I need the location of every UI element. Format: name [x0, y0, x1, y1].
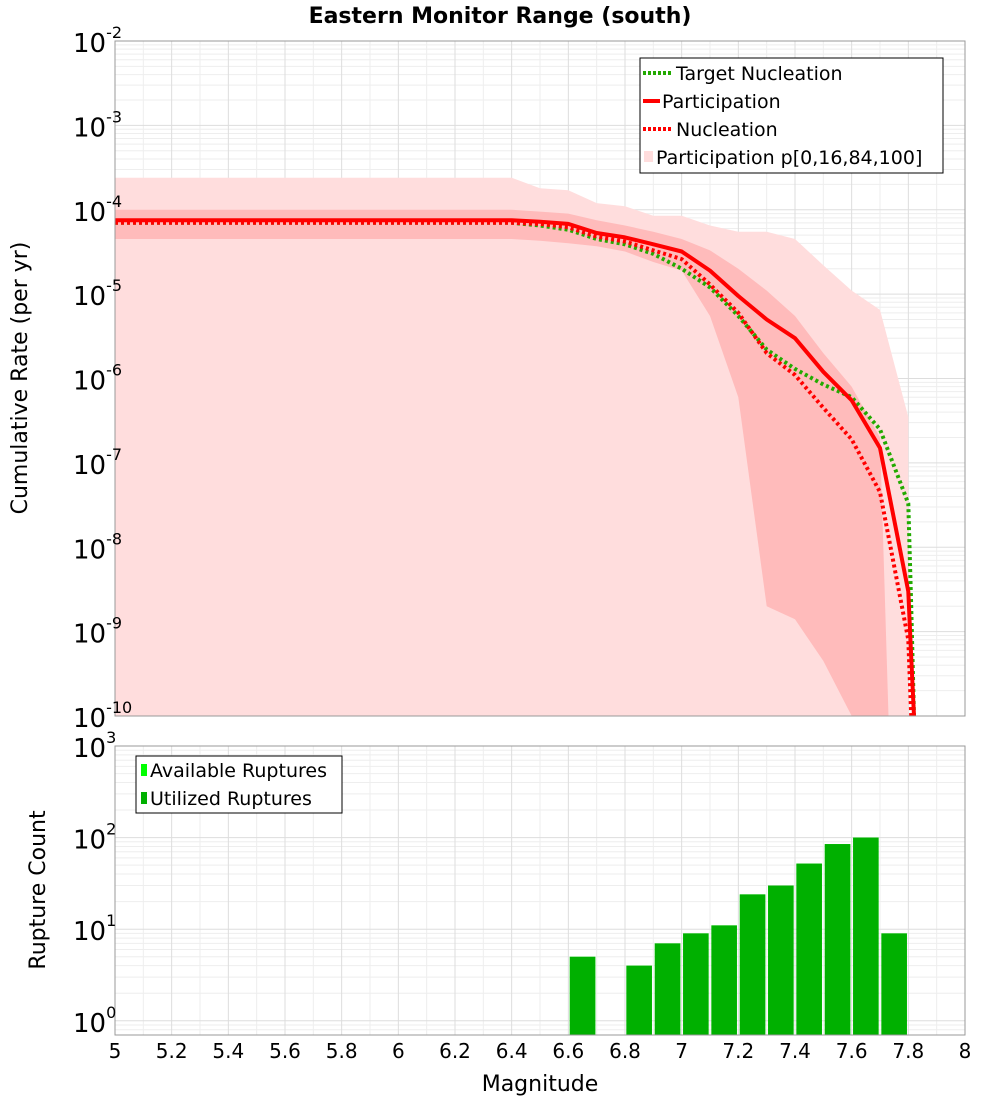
x-tick-label: 5.2: [156, 1039, 188, 1063]
rate-y-tick-label: 10-5: [73, 276, 122, 312]
rate-legend: Target Nucleation Participation Nucleati…: [639, 57, 944, 174]
rate-y-tick-label: 10-2: [73, 23, 122, 59]
count-x-ticks: 5 5.2 5.4 5.6 5.8 6 6.2 6.4 6.6 6.8 7 7.2 7.4 7.6 7.8 8: [109, 1039, 972, 1063]
utilized-ruptures-bar: [796, 863, 822, 1035]
x-tick-label: 6.2: [439, 1039, 471, 1063]
x-tick-label: 5: [109, 1039, 122, 1063]
legend-label-utilized-ruptures: Utilized Ruptures: [150, 788, 312, 810]
legend-label-nucleation: Nucleation: [676, 119, 778, 141]
legend-swatch-utilized-ruptures: [141, 792, 147, 804]
rate-legend-box: [639, 57, 944, 174]
utilized-ruptures-bar: [881, 933, 907, 1035]
x-tick-label: 7: [675, 1039, 688, 1063]
legend-label-target-nucleation: Target Nucleation: [675, 63, 843, 85]
utilized-ruptures-bar: [569, 956, 596, 1035]
count-y-ticks: 100 101 102 103: [73, 728, 116, 1039]
x-tick-label: 8: [959, 1039, 972, 1063]
utilized-ruptures-bar: [711, 925, 737, 1035]
legend-label-participation-band: Participation p[0,16,84,100]: [656, 147, 922, 169]
nucleation-line: [115, 220, 914, 717]
x-tick-label: 7.4: [779, 1039, 811, 1063]
participation-line: [115, 218, 916, 717]
rate-panel: 10-10 10-9 10-8 10-7 10-6 10-5 10-4 10-3 10-2 Cu…: [8, 23, 966, 734]
count-plot-frame: [114, 745, 966, 1036]
rate-y-tick-label: 10-7: [73, 445, 122, 481]
count-legend: Available Ruptures Utilized Ruptures: [135, 755, 343, 814]
count-y-tick-label: 100: [73, 1003, 116, 1039]
chart-title: Eastern Monitor Range (south): [309, 4, 692, 29]
count-bars: [569, 837, 907, 1035]
rate-y-tick-label: 10-10: [73, 698, 132, 734]
x-axis-label: Magnitude: [482, 1072, 599, 1097]
count-y-tick-label: 103: [73, 728, 116, 764]
x-tick-label: 7.6: [836, 1039, 868, 1063]
rate-y-ticks: 10-10 10-9 10-8 10-7 10-6 10-5 10-4 10-3 10-2: [73, 23, 132, 734]
utilized-ruptures-bar: [683, 933, 709, 1035]
x-tick-label: 5.6: [269, 1039, 301, 1063]
x-tick-label: 6.4: [496, 1039, 528, 1063]
rate-bands: [115, 177, 909, 717]
x-tick-label: 6: [392, 1039, 405, 1063]
count-legend-box: [135, 755, 343, 814]
rate-plot-frame: [114, 40, 966, 717]
utilized-ruptures-bar: [824, 844, 851, 1035]
count-y-tick-label: 101: [73, 911, 116, 947]
legend-label-participation: Participation: [662, 91, 781, 113]
x-tick-label: 6.6: [552, 1039, 584, 1063]
utilized-ruptures-bar: [768, 885, 794, 1035]
rate-y-axis-label: Cumulative Rate (per yr): [8, 242, 33, 515]
x-tick-label: 7.8: [892, 1039, 924, 1063]
utilized-ruptures-bar: [853, 837, 879, 1035]
rate-y-tick-label: 10-8: [73, 529, 122, 565]
x-tick-label: 6.8: [609, 1039, 641, 1063]
utilized-ruptures-bar: [654, 943, 681, 1035]
x-tick-label: 7.2: [722, 1039, 754, 1063]
legend-swatch-participation-band: [644, 151, 653, 162]
utilized-ruptures-bar: [626, 965, 652, 1035]
rate-y-tick-label: 10-9: [73, 614, 122, 650]
count-y-axis-label: Rupture Count: [26, 810, 51, 970]
count-y-tick-label: 102: [73, 820, 116, 856]
count-panel: 100 101 102 103 5 5.2 5.4 5.6 5.8 6 6.2 6.4 6.6 6.8 7…: [26, 728, 971, 1097]
rate-y-tick-label: 10-4: [73, 192, 122, 228]
x-tick-label: 5.4: [212, 1039, 244, 1063]
rate-y-tick-label: 10-6: [73, 361, 122, 397]
x-tick-label: 5.8: [326, 1039, 358, 1063]
legend-label-available-ruptures: Available Ruptures: [150, 760, 327, 782]
rate-y-tick-label: 10-3: [73, 107, 122, 143]
utilized-ruptures-bar: [739, 894, 766, 1035]
rate-lines: [115, 218, 916, 717]
legend-swatch-available-ruptures: [141, 764, 147, 776]
